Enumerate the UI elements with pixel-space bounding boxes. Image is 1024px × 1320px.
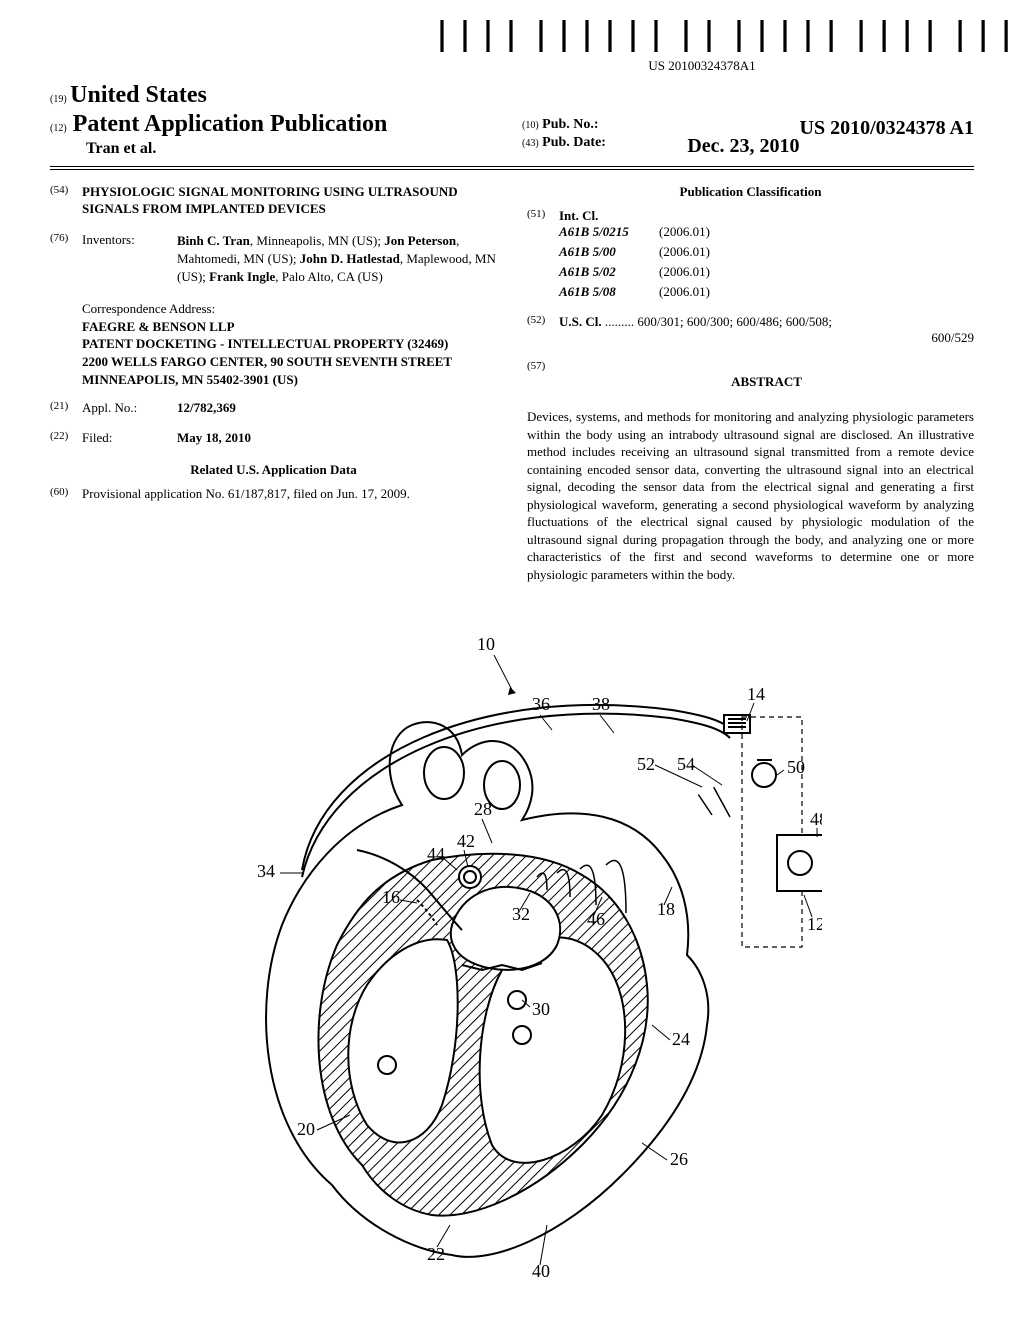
pubdate-value: Dec. 23, 2010 [687, 135, 799, 158]
inventors-label: Inventors: [82, 232, 177, 287]
svg-text:44: 44 [427, 844, 445, 864]
pubnum-value: US 2010/0324378 A1 [800, 117, 974, 140]
appl-value: 12/782,369 [177, 400, 497, 416]
country: United States [70, 82, 207, 108]
corr-label: Correspondence Address: [82, 300, 497, 318]
barcode-area: |||| |||||| || ||||| |||| |||| |||| ||||… [430, 20, 974, 74]
figure-area: 10 14 36 38 52 54 50 48 28 44 42 34 [0, 625, 1024, 1289]
corr-line-2: PATENT DOCKETING - INTELLECTUAL PROPERTY… [82, 335, 497, 353]
intcl-label: Int. Cl. [559, 208, 974, 224]
svg-text:32: 32 [512, 904, 530, 924]
svg-text:12: 12 [807, 914, 822, 934]
pub-type-code: (12) [50, 123, 67, 134]
inventors-code: (76) [50, 232, 82, 291]
svg-text:14: 14 [747, 684, 765, 704]
filed-label: Filed: [82, 430, 177, 446]
barcode-number: US 20100324378A1 [430, 58, 974, 74]
svg-text:38: 38 [592, 694, 610, 714]
intcl-row: A61B 5/08 (2006.01) [559, 284, 974, 300]
svg-text:40: 40 [532, 1261, 550, 1281]
svg-text:34: 34 [257, 861, 275, 881]
svg-text:28: 28 [474, 799, 492, 819]
prov-text: Provisional application No. 61/187,817, … [82, 486, 497, 502]
inventors-list: Binh C. Tran, Minneapolis, MN (US); Jon … [177, 232, 497, 287]
abstract-text: Devices, systems, and methods for monito… [527, 408, 974, 583]
svg-text:20: 20 [297, 1119, 315, 1139]
invention-title: PHYSIOLOGIC SIGNAL MONITORING USING ULTR… [82, 184, 497, 218]
svg-text:16: 16 [382, 887, 400, 907]
correspondence-address: Correspondence Address: FAEGRE & BENSON … [82, 300, 497, 388]
abstract-header: ABSTRACT [559, 374, 974, 390]
pubdate-code: (43) [522, 138, 539, 149]
intcl-sec-code: (51) [527, 208, 559, 304]
pubdate-label: Pub. Date: [542, 135, 606, 150]
uscl-code: (52) [527, 314, 559, 346]
intcl-row: A61B 5/00 (2006.01) [559, 244, 974, 260]
prov-code: (60) [50, 486, 82, 502]
svg-text:48: 48 [810, 809, 822, 829]
svg-text:46: 46 [587, 909, 605, 929]
appl-code: (21) [50, 400, 82, 420]
patent-figure: 10 14 36 38 52 54 50 48 28 44 42 34 [202, 625, 822, 1285]
abstract-code: (57) [527, 360, 559, 398]
corr-line-4: MINNEAPOLIS, MN 55402-3901 (US) [82, 371, 497, 389]
author-line: Tran et al. [86, 140, 502, 158]
country-code: (19) [50, 94, 67, 105]
right-column: Publication Classification (51) Int. Cl.… [527, 184, 974, 583]
filed-code: (22) [50, 430, 82, 450]
related-header: Related U.S. Application Data [50, 462, 497, 478]
corr-line-1: FAEGRE & BENSON LLP [82, 318, 497, 336]
svg-text:30: 30 [532, 999, 550, 1019]
corr-line-3: 2200 WELLS FARGO CENTER, 90 SOUTH SEVENT… [82, 353, 497, 371]
svg-text:42: 42 [457, 831, 475, 851]
divider-rule [50, 166, 974, 170]
pubnum-label: Pub. No.: [542, 117, 598, 132]
svg-text:54: 54 [677, 754, 695, 774]
intcl-row: A61B 5/02 (2006.01) [559, 264, 974, 280]
svg-text:10: 10 [477, 634, 495, 654]
uscl-label: U.S. Cl. [559, 314, 602, 329]
pubnum-code: (10) [522, 120, 539, 131]
svg-text:36: 36 [532, 694, 550, 714]
intcl-row: A61B 5/0215 (2006.01) [559, 224, 974, 240]
pub-type: Patent Application Publication [73, 111, 388, 138]
barcode-graphic: |||| |||||| || ||||| |||| |||| |||| ||||… [430, 20, 1024, 52]
body-columns: (54) PHYSIOLOGIC SIGNAL MONITORING USING… [50, 184, 974, 583]
header-row: (19) United States (12) Patent Applicati… [50, 82, 974, 158]
title-code: (54) [50, 184, 82, 218]
filed-value: May 18, 2010 [177, 430, 497, 446]
svg-text:22: 22 [427, 1244, 445, 1264]
svg-text:52: 52 [637, 754, 655, 774]
svg-text:26: 26 [670, 1149, 688, 1169]
svg-text:50: 50 [787, 757, 805, 777]
appl-label: Appl. No.: [82, 400, 177, 416]
pub-class-header: Publication Classification [527, 184, 974, 200]
svg-text:24: 24 [672, 1029, 690, 1049]
left-column: (54) PHYSIOLOGIC SIGNAL MONITORING USING… [50, 184, 497, 583]
uscl-cont: 600/529 [559, 330, 974, 346]
uscl-value: ......... 600/301; 600/300; 600/486; 600… [602, 314, 832, 329]
svg-text:18: 18 [657, 899, 675, 919]
